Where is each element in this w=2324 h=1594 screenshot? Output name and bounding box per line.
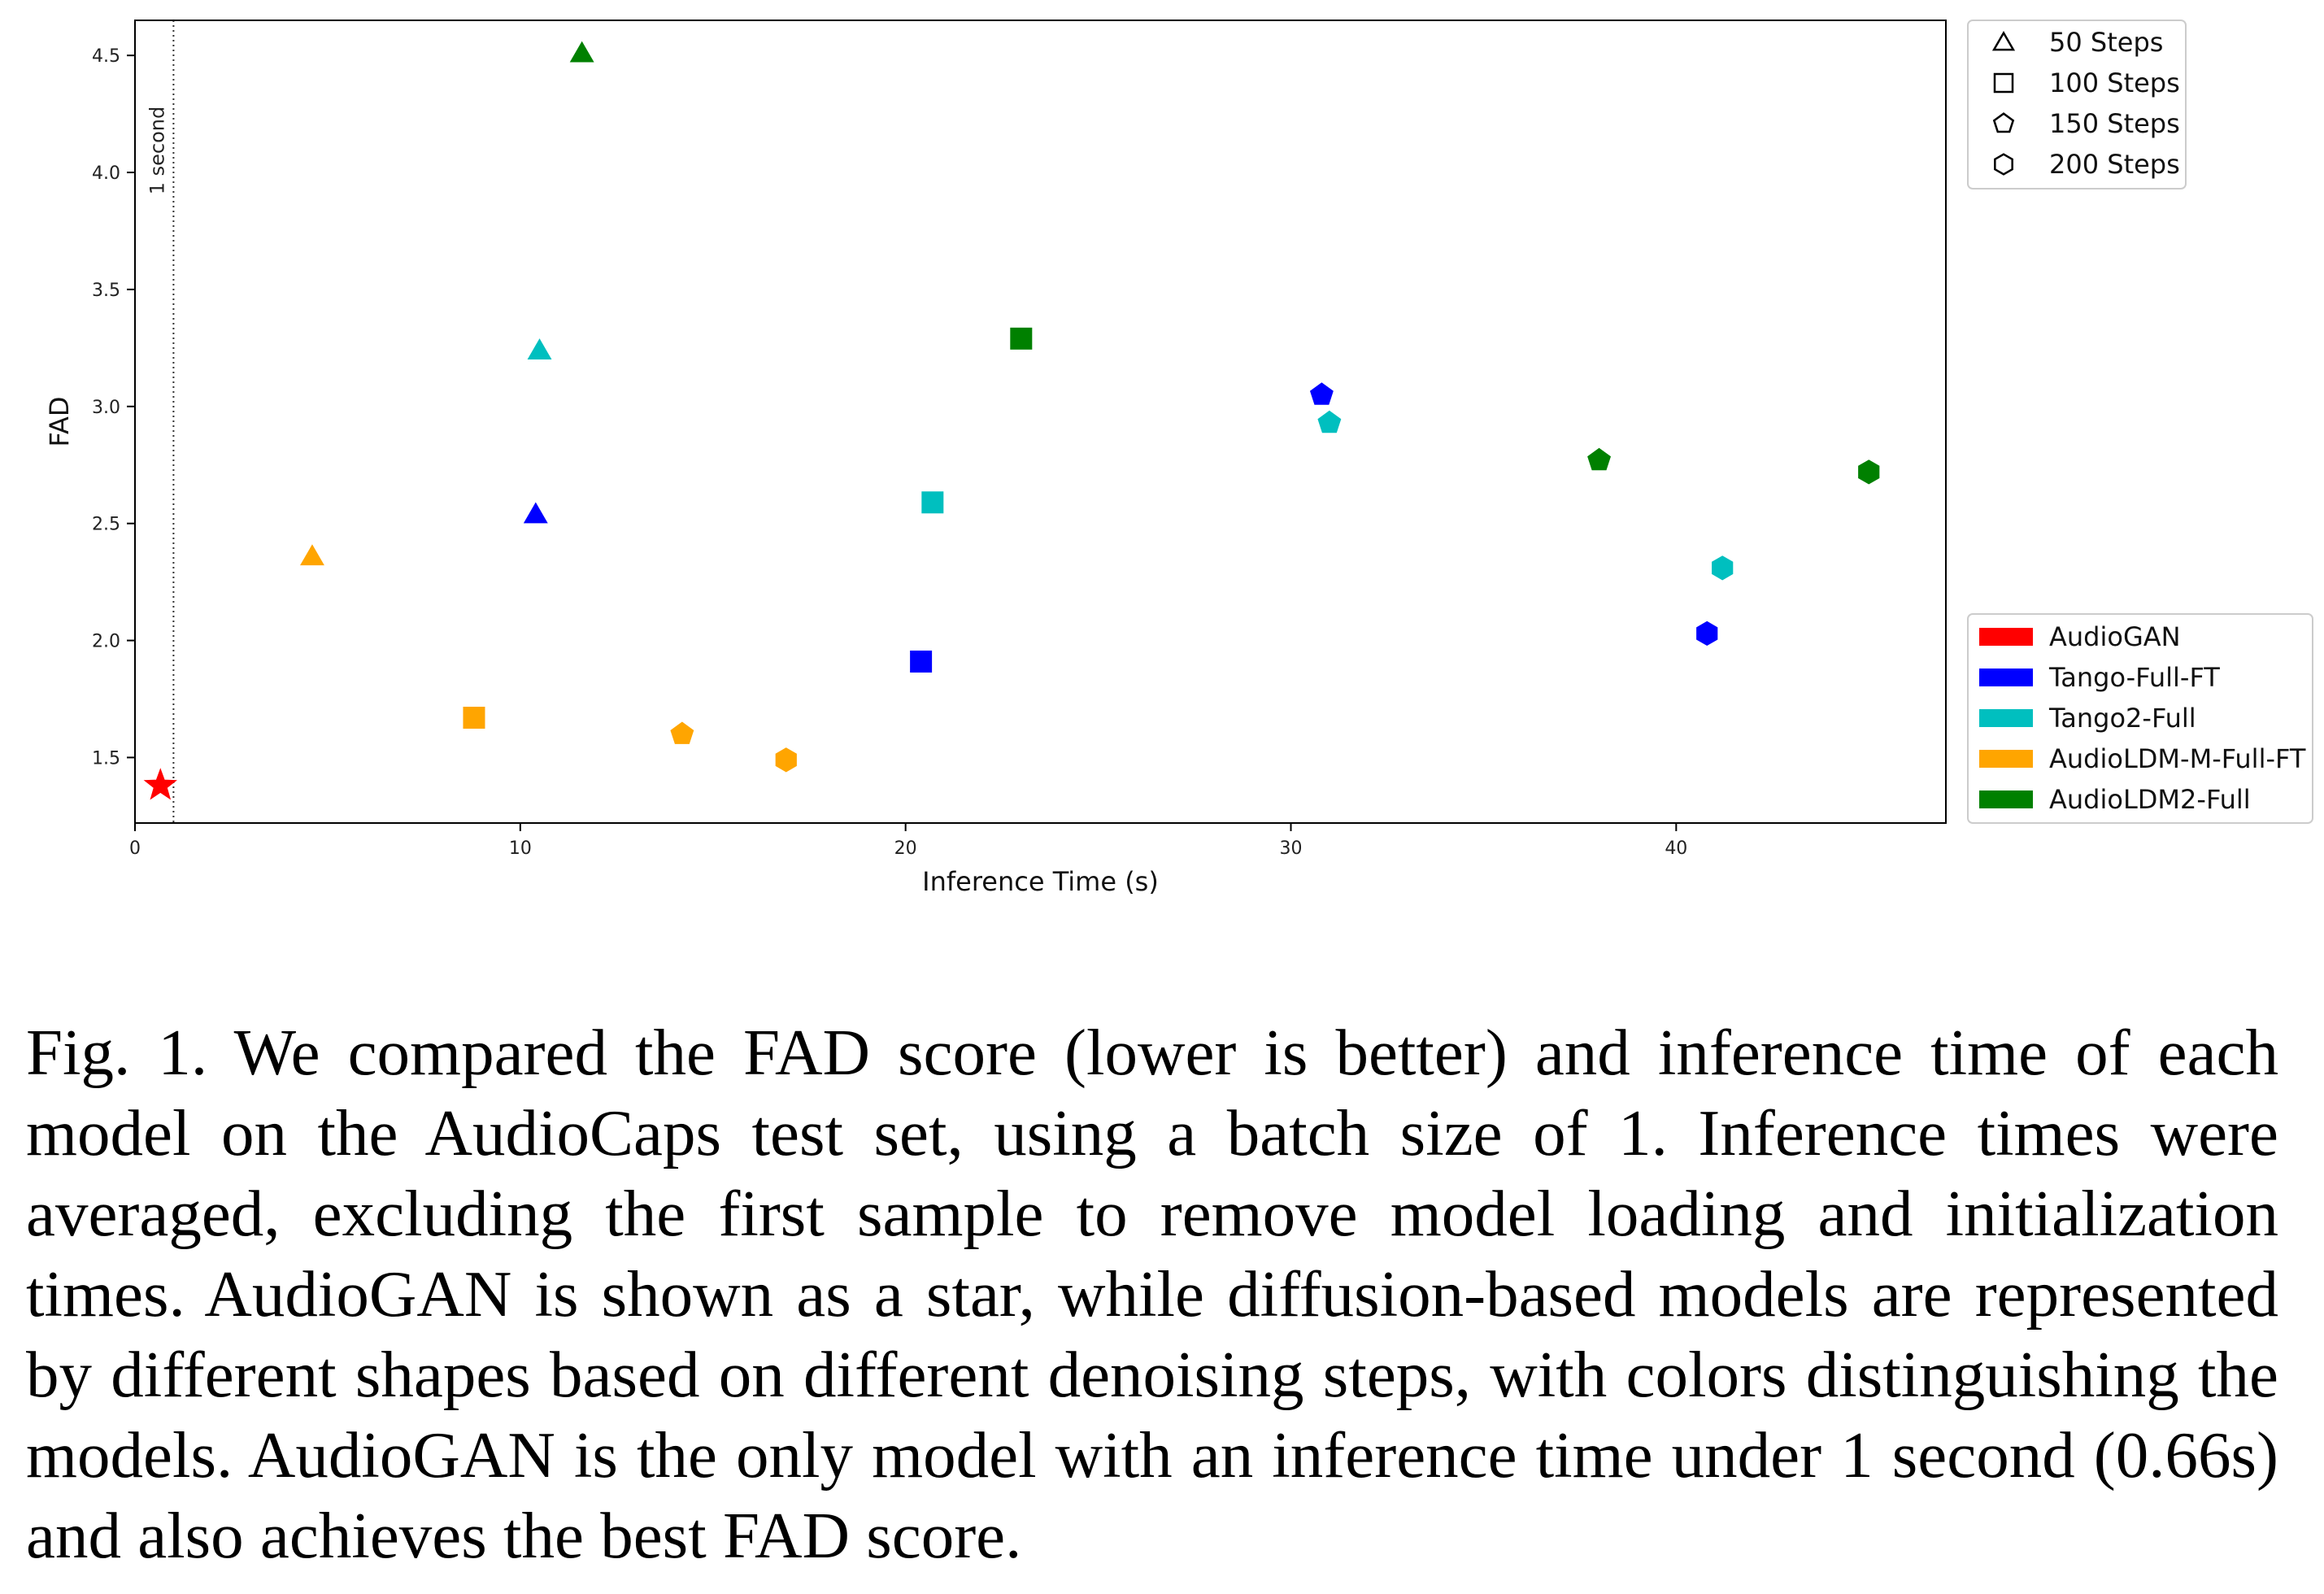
color-legend-swatch [1979, 790, 2033, 808]
color-legend-label: Tango-Full-FT [2048, 662, 2220, 693]
y-tick-label: 4.0 [92, 163, 120, 184]
y-tick-label: 4.5 [92, 46, 120, 67]
data-point-square [463, 707, 485, 729]
data-point-triangle [300, 544, 324, 566]
shape-legend-box [1967, 20, 2187, 189]
data-point-square [910, 650, 933, 673]
legend-hexagon-icon [1994, 153, 2013, 176]
y-tick-label: 2.5 [92, 515, 120, 535]
color-legend-swatch [1979, 628, 2033, 646]
shape-legend-label: 100 Steps [2049, 68, 2180, 98]
legend-triangle-icon [1991, 30, 2016, 51]
data-point-hexagon [1858, 459, 1880, 485]
axes: 0 10 20 30 40 1.5 2.0 2.5 3.0 3.5 4.0 4.5 Inference … [44, 20, 1947, 897]
color-legend-label: Tango2-Full [2048, 703, 2196, 734]
y-tick-label: 2.0 [92, 632, 120, 652]
data-point-hexagon [775, 747, 797, 773]
legend-pentagon-icon [1992, 112, 2015, 133]
data-points [143, 41, 1880, 800]
x-tick-label: 0 [129, 838, 141, 859]
x-tick-label: 10 [509, 838, 532, 859]
color-legend-label: AudioGAN [2049, 621, 2181, 652]
color-legend-label: AudioLDM2-Full [2049, 784, 2251, 815]
data-point-pentagon [1309, 382, 1334, 405]
data-point-triangle [523, 502, 548, 524]
color-legend-swatch [1979, 709, 2033, 727]
x-axis-label: Inference Time (s) [922, 866, 1159, 897]
data-point-triangle [527, 338, 552, 359]
legends: 50 Steps 100 Steps 150 Steps 200 Steps Audio… [1967, 20, 2313, 824]
shape-legend-label: 50 Steps [2049, 27, 2163, 58]
x-tick-label: 30 [1279, 838, 1302, 859]
scatter-chart: 0 10 20 30 40 1.5 2.0 2.5 3.0 3.5 4.0 4.5 Inference … [44, 20, 2313, 897]
figure-caption: Fig. 1. We compared the FAD score (lower… [26, 1016, 2278, 1572]
y-axis-label: FAD [44, 397, 75, 447]
data-point-triangle [569, 41, 594, 63]
one-second-label: 1 second [146, 107, 168, 195]
color-legend-swatch [1979, 750, 2033, 768]
plot-frame [134, 20, 1947, 824]
data-point-hexagon [1712, 555, 1734, 581]
data-point-square [1010, 327, 1033, 350]
color-legend-label: AudioLDM-M-Full-FT [2049, 743, 2306, 774]
shape-legend-label: 150 Steps [2049, 108, 2180, 139]
data-point-pentagon [1587, 447, 1611, 471]
data-point-pentagon [1317, 410, 1342, 433]
color-legend-swatch [1979, 669, 2033, 686]
data-point-pentagon [670, 721, 694, 744]
x-tick-label: 20 [894, 838, 917, 859]
color-legend-box [1967, 613, 2313, 824]
y-tick-label: 3.5 [92, 281, 120, 301]
x-tick-label: 40 [1665, 838, 1687, 859]
y-tick-label: 3.0 [92, 398, 120, 418]
data-point-star [143, 768, 177, 800]
data-point-hexagon [1696, 621, 1718, 647]
legend-square-icon [1993, 72, 2014, 94]
data-point-square [921, 491, 944, 514]
shape-legend-label: 200 Steps [2049, 149, 2180, 180]
y-tick-label: 1.5 [92, 748, 120, 769]
